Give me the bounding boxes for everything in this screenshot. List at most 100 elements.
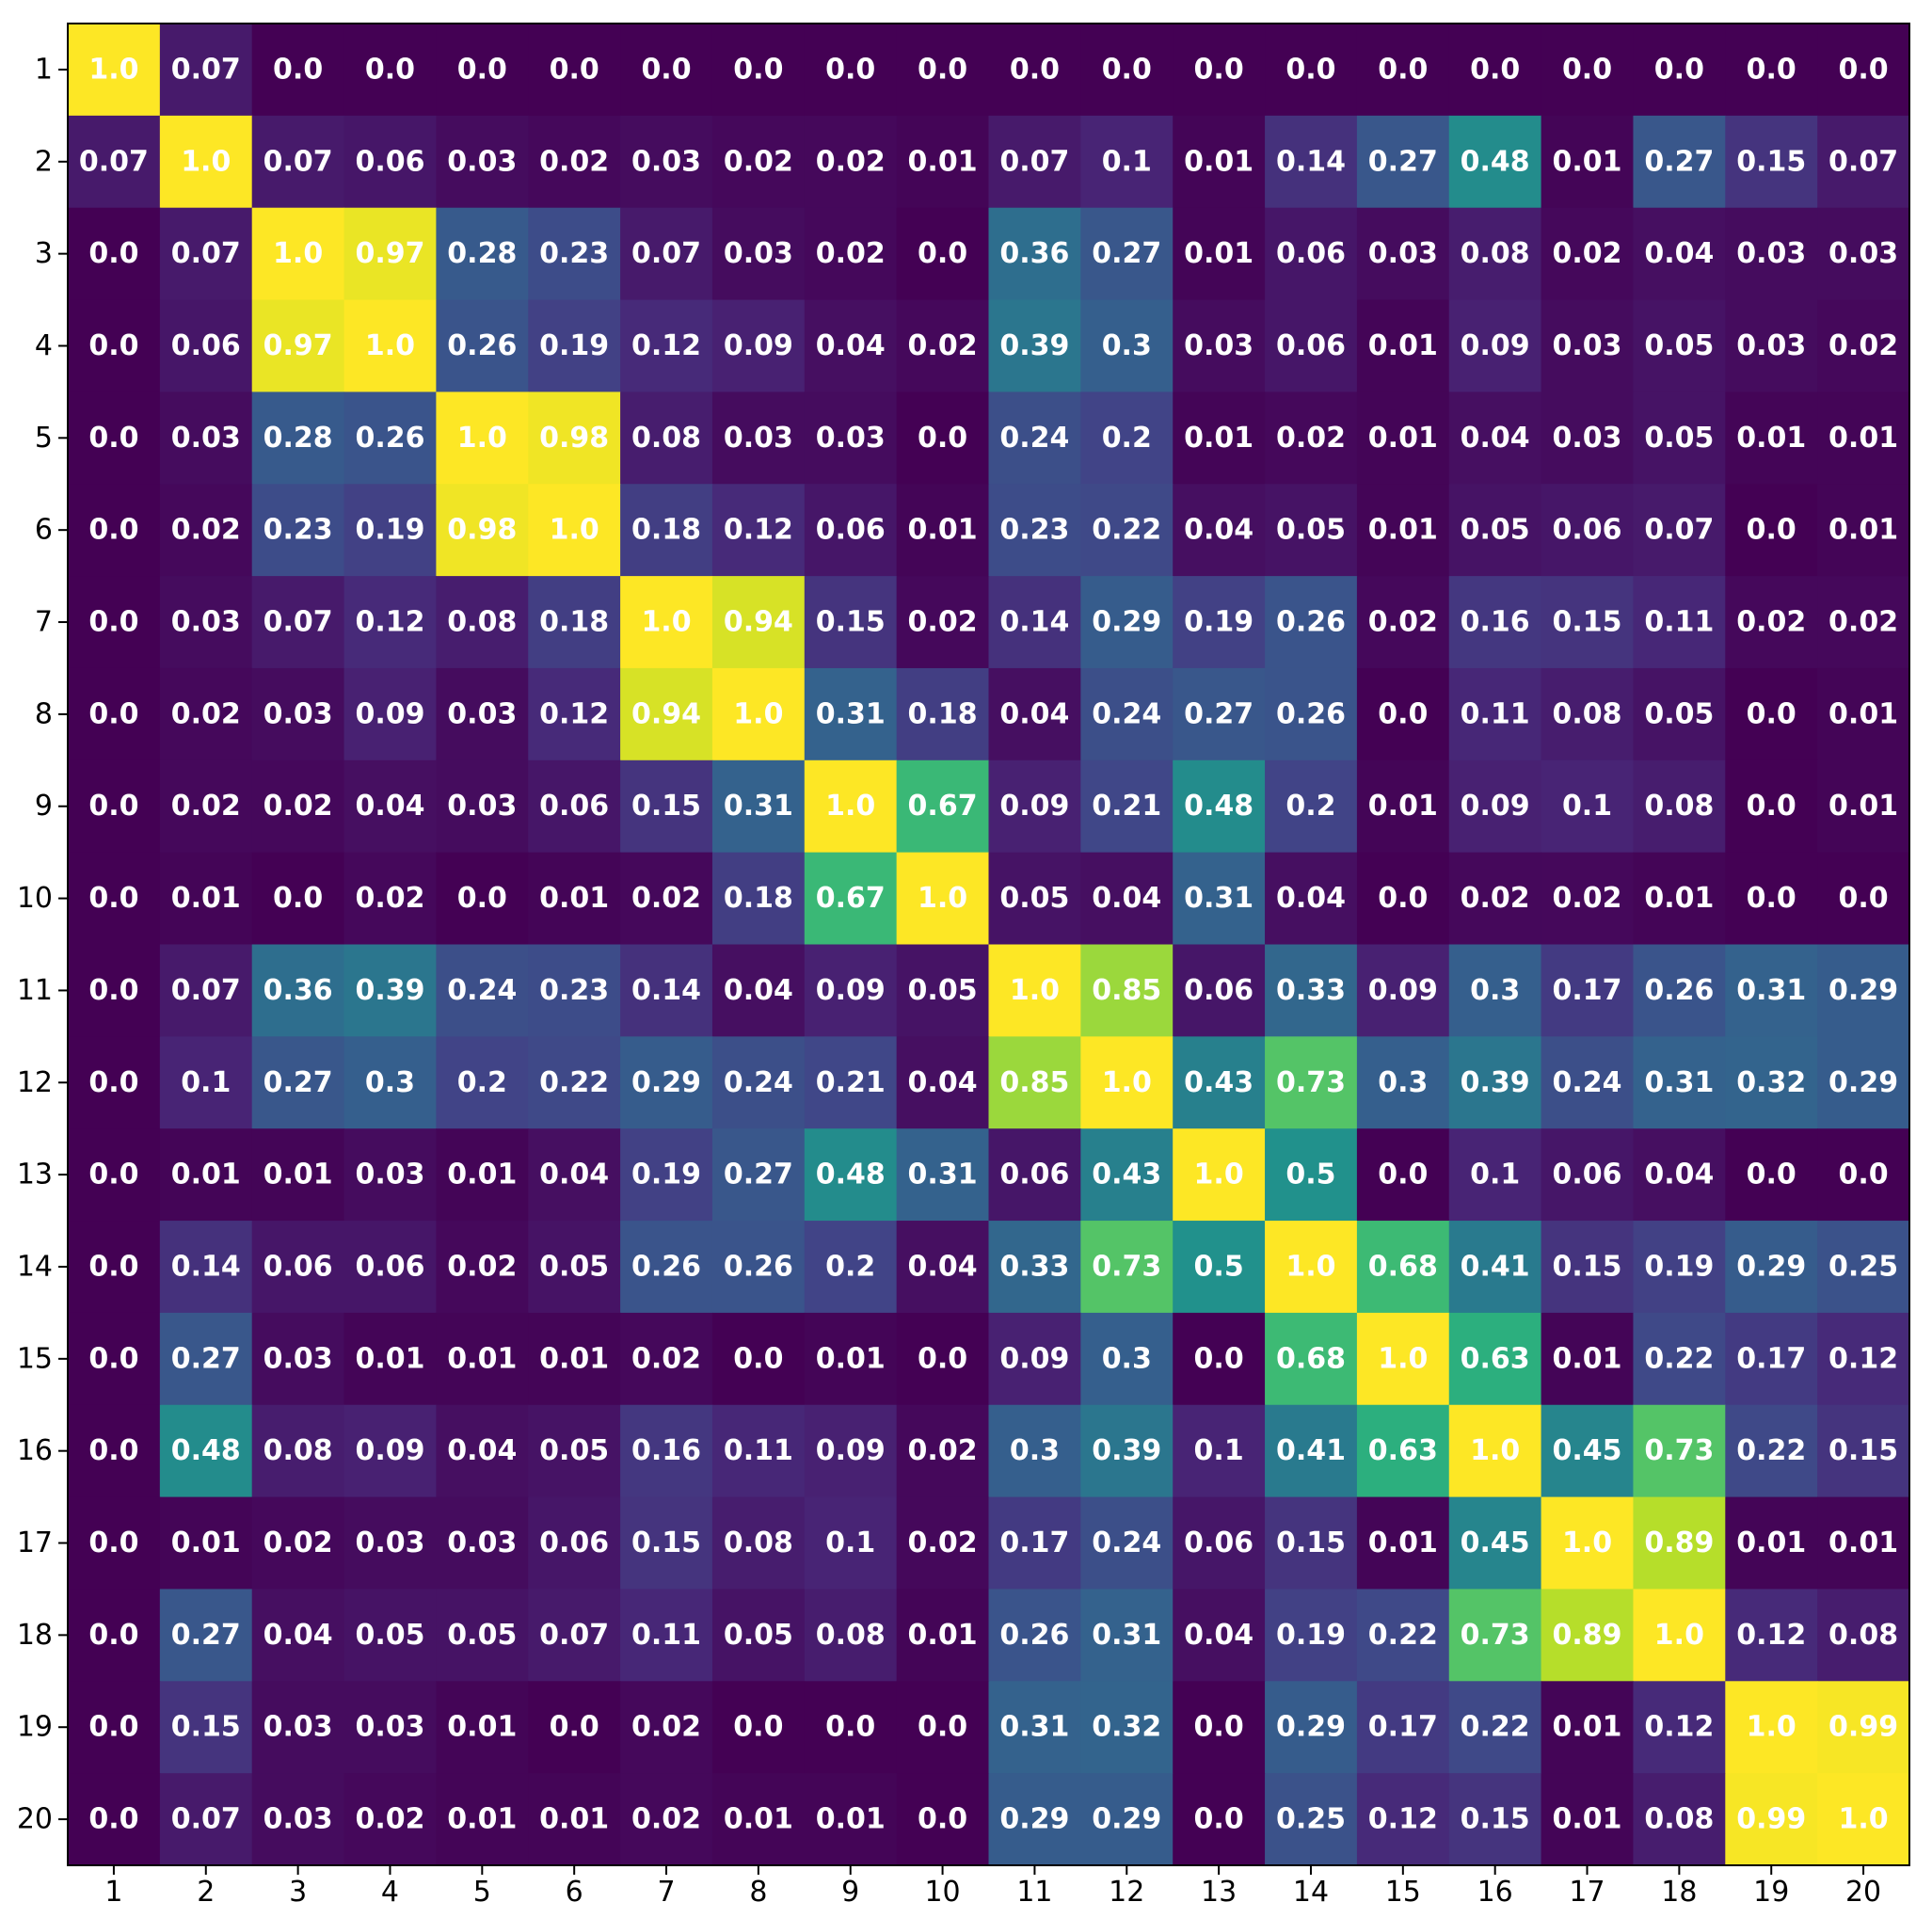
cell-value-label: 0.15: [1553, 606, 1622, 639]
cell-value-label: 0.41: [1276, 1434, 1346, 1467]
cell-value-label: 0.15: [631, 1526, 701, 1559]
cell-value-label: 0.21: [816, 1066, 886, 1099]
cell-value-label: 0.73: [1461, 1619, 1530, 1652]
heatmap-cell: [159, 1312, 253, 1406]
heatmap-cell: [1173, 115, 1266, 209]
cell-value-label: 1.0: [88, 53, 138, 86]
cell-value-label: 0.3: [1378, 1066, 1428, 1099]
heatmap-cell: [68, 392, 161, 485]
heatmap-cell: [528, 1036, 621, 1129]
heatmap-cell: [988, 667, 1081, 761]
heatmap-cell: [1448, 1681, 1542, 1774]
heatmap-cell: [896, 667, 990, 761]
heatmap-cell: [711, 1773, 806, 1866]
heatmap-cell: [1633, 299, 1726, 392]
cell-value-label: 0.01: [1553, 145, 1622, 178]
heatmap-cell: [1633, 759, 1726, 854]
cell-value-label: 0.0: [1747, 697, 1796, 730]
heatmap-cell: [1448, 667, 1542, 761]
heatmap-cell: [1080, 24, 1174, 117]
heatmap-cell: [1356, 207, 1450, 301]
cell-value-label: 0.98: [447, 514, 517, 547]
heatmap-cell: [711, 944, 806, 1037]
heatmap-cell: [1725, 1496, 1818, 1590]
cell-value-label: 0.43: [1184, 1066, 1253, 1099]
cell-value-label: 0.32: [1092, 1711, 1161, 1744]
heatmap-cell: [804, 759, 898, 854]
cell-value-label: 0.04: [355, 790, 424, 823]
cell-value-label: 0.39: [355, 974, 424, 1007]
heatmap-cell: [68, 1589, 161, 1682]
cell-value-label: 0.22: [1461, 1711, 1530, 1744]
heatmap-cell: [711, 852, 806, 946]
cell-value-label: 0.01: [171, 882, 241, 915]
cell-value-label: 0.98: [539, 422, 609, 455]
heatmap-cell: [343, 1773, 437, 1866]
cell-value-label: 0.27: [171, 1619, 241, 1652]
cell-value-label: 0.03: [1736, 237, 1806, 270]
heatmap-cell: [251, 207, 345, 301]
heatmap-cell: [988, 299, 1081, 392]
heatmap-cell: [1817, 1312, 1910, 1406]
heatmap-cell: [988, 1312, 1081, 1406]
heatmap-cell: [1633, 1681, 1726, 1774]
heatmap-cell: [436, 115, 529, 209]
cell-value-label: 0.02: [631, 1342, 701, 1375]
cell-value-label: 0.0: [733, 1711, 783, 1744]
heatmap-cell: [1173, 1773, 1266, 1866]
heatmap-cell: [1541, 299, 1635, 392]
y-tick-label: 17: [17, 1526, 53, 1559]
cell-value-label: 0.07: [263, 606, 333, 639]
heatmap-cell: [1725, 1221, 1818, 1314]
cell-value-label: 0.01: [908, 1619, 978, 1652]
cell-value-label: 0.22: [1736, 1434, 1806, 1467]
heatmap-cell: [1080, 484, 1174, 577]
heatmap-cell: [1541, 484, 1635, 577]
heatmap-cell: [528, 24, 621, 117]
heatmap-cell: [1356, 299, 1450, 392]
cell-value-label: 0.02: [171, 790, 241, 823]
cell-value-label: 0.33: [1276, 974, 1346, 1007]
cell-value-label: 0.06: [171, 329, 241, 362]
cell-value-label: 0.01: [724, 1803, 793, 1836]
cell-value-label: 0.07: [79, 145, 149, 178]
heatmap-cell: [1725, 392, 1818, 485]
heatmap-cell: [528, 1496, 621, 1590]
cell-value-label: 0.18: [539, 606, 609, 639]
heatmap-cell: [1265, 299, 1358, 392]
cell-value-label: 0.0: [1470, 53, 1520, 86]
cell-value-label: 0.48: [816, 1159, 886, 1191]
cell-value-label: 0.45: [1553, 1434, 1622, 1467]
cell-value-label: 0.03: [447, 145, 517, 178]
heatmap-cell: [68, 207, 161, 301]
heatmap-cell: [528, 1773, 621, 1866]
cell-value-label: 0.39: [1092, 1434, 1161, 1467]
heatmap-cell: [528, 759, 621, 854]
cell-value-label: 0.09: [816, 1434, 886, 1467]
cell-value-label: 0.07: [1828, 145, 1898, 178]
cell-value-label: 0.06: [816, 514, 886, 547]
cell-value-label: 0.1: [1102, 145, 1152, 178]
cell-value-label: 0.27: [171, 1342, 241, 1375]
cell-value-label: 1.0: [1562, 1526, 1612, 1559]
cell-value-label: 1.0: [457, 422, 507, 455]
cell-value-label: 0.03: [171, 606, 241, 639]
heatmap-cell: [68, 1221, 161, 1314]
heatmap-cell: [1725, 115, 1818, 209]
cell-value-label: 1.0: [1378, 1342, 1428, 1375]
cell-value-label: 0.14: [631, 974, 701, 1007]
cell-value-label: 0.67: [908, 790, 978, 823]
cell-value-label: 0.04: [1184, 1619, 1253, 1652]
cell-value-label: 0.08: [1461, 237, 1530, 270]
cell-value-label: 0.01: [1553, 1342, 1622, 1375]
cell-value-label: 0.11: [1644, 606, 1714, 639]
cell-value-label: 0.2: [1285, 790, 1335, 823]
heatmap-cell: [1356, 944, 1450, 1037]
heatmap-cell: [436, 1036, 529, 1129]
cell-value-label: 1.0: [365, 329, 415, 362]
heatmap-cell: [1448, 576, 1542, 669]
heatmap-cell: [1725, 944, 1818, 1037]
heatmap-cell: [1817, 392, 1910, 485]
cell-value-label: 0.24: [1092, 697, 1161, 730]
cell-value-label: 1.0: [1838, 1803, 1888, 1836]
